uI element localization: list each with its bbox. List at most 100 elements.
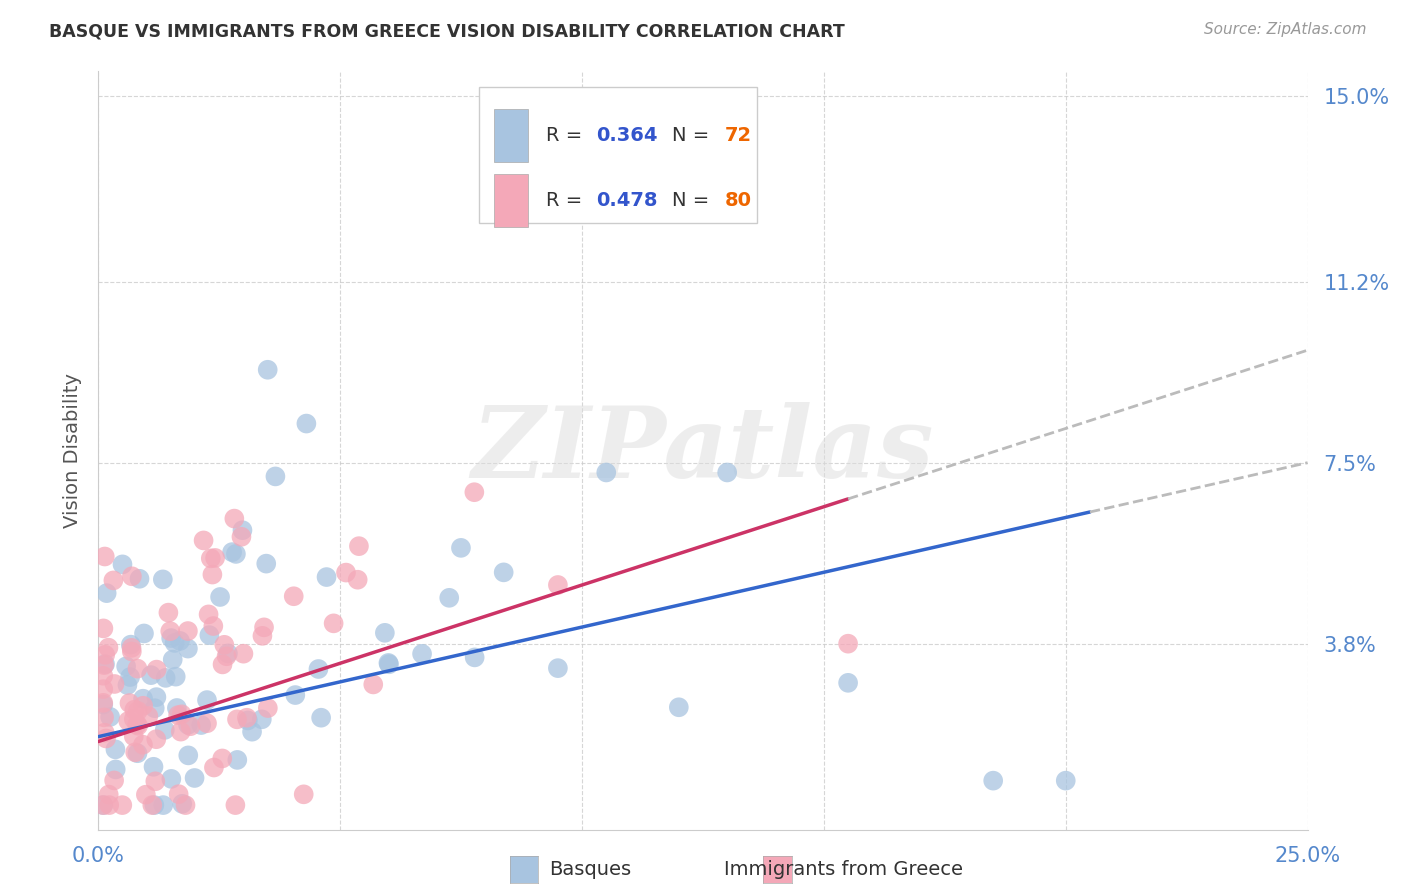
- Point: [159, 624, 181, 639]
- Point: [335, 566, 357, 580]
- Point: [91, 669, 114, 683]
- Point: [170, 724, 193, 739]
- Point: [179, 719, 201, 733]
- Point: [111, 798, 134, 813]
- Point: [127, 719, 149, 733]
- Text: Source: ZipAtlas.com: Source: ZipAtlas.com: [1204, 22, 1367, 37]
- Point: [264, 469, 287, 483]
- Point: [837, 637, 859, 651]
- Point: [197, 607, 219, 622]
- Point: [202, 760, 225, 774]
- Text: R =: R =: [546, 127, 588, 145]
- Point: [153, 723, 176, 737]
- Point: [91, 696, 114, 710]
- Point: [463, 485, 485, 500]
- Point: [226, 753, 249, 767]
- Point: [215, 649, 238, 664]
- Point: [145, 690, 167, 705]
- Point: [254, 557, 277, 571]
- Text: BASQUE VS IMMIGRANTS FROM GREECE VISION DISABILITY CORRELATION CHART: BASQUE VS IMMIGRANTS FROM GREECE VISION …: [49, 22, 845, 40]
- Point: [200, 551, 222, 566]
- Y-axis label: Vision Disability: Vision Disability: [63, 373, 82, 528]
- Point: [307, 662, 329, 676]
- Point: [283, 589, 305, 603]
- Point: [155, 671, 177, 685]
- Point: [120, 670, 142, 684]
- Point: [111, 558, 134, 572]
- Point: [98, 798, 121, 813]
- Text: R =: R =: [546, 191, 588, 210]
- Point: [120, 638, 142, 652]
- Text: ZIPatlas: ZIPatlas: [472, 402, 934, 499]
- Text: Immigrants from Greece: Immigrants from Greece: [724, 860, 963, 880]
- Point: [1054, 773, 1077, 788]
- Point: [292, 787, 315, 801]
- Point: [252, 629, 274, 643]
- Point: [152, 573, 174, 587]
- Point: [253, 620, 276, 634]
- Point: [152, 798, 174, 813]
- Point: [377, 656, 399, 670]
- Point: [143, 774, 166, 789]
- Point: [125, 717, 148, 731]
- Point: [224, 511, 246, 525]
- Point: [256, 363, 278, 377]
- Point: [256, 701, 278, 715]
- Point: [103, 773, 125, 788]
- Point: [201, 567, 224, 582]
- Point: [170, 707, 193, 722]
- Point: [211, 751, 233, 765]
- Point: [174, 798, 197, 813]
- Point: [195, 693, 218, 707]
- Point: [94, 549, 117, 564]
- Text: Basques: Basques: [550, 860, 631, 880]
- Point: [209, 590, 232, 604]
- Point: [716, 466, 738, 480]
- Point: [165, 670, 187, 684]
- Point: [240, 724, 263, 739]
- Point: [163, 636, 186, 650]
- Point: [121, 569, 143, 583]
- Point: [309, 711, 332, 725]
- Text: 0.364: 0.364: [596, 127, 658, 145]
- Point: [94, 731, 117, 746]
- Text: 80: 80: [724, 191, 752, 210]
- Point: [132, 738, 155, 752]
- Point: [232, 647, 254, 661]
- Point: [295, 417, 318, 431]
- Point: [284, 688, 307, 702]
- Point: [202, 619, 225, 633]
- Point: [117, 678, 139, 692]
- Point: [547, 186, 569, 201]
- Point: [91, 682, 114, 697]
- Point: [122, 712, 145, 726]
- Point: [439, 591, 461, 605]
- Point: [347, 539, 370, 553]
- Point: [177, 718, 200, 732]
- Point: [177, 624, 200, 638]
- Point: [177, 641, 200, 656]
- Point: [143, 701, 166, 715]
- Point: [160, 772, 183, 786]
- Point: [374, 625, 396, 640]
- Point: [93, 725, 115, 739]
- Point: [132, 698, 155, 713]
- Point: [145, 732, 167, 747]
- Point: [132, 626, 155, 640]
- Point: [167, 787, 190, 801]
- Point: [224, 798, 246, 813]
- Point: [464, 650, 486, 665]
- Point: [141, 798, 163, 813]
- Point: [193, 533, 215, 548]
- Point: [160, 631, 183, 645]
- Point: [346, 573, 368, 587]
- Point: [450, 541, 472, 555]
- Point: [122, 729, 145, 743]
- Point: [162, 652, 184, 666]
- Point: [128, 572, 150, 586]
- Point: [93, 621, 115, 635]
- Point: [93, 658, 115, 673]
- Point: [94, 657, 117, 672]
- Point: [124, 745, 146, 759]
- Point: [378, 657, 401, 672]
